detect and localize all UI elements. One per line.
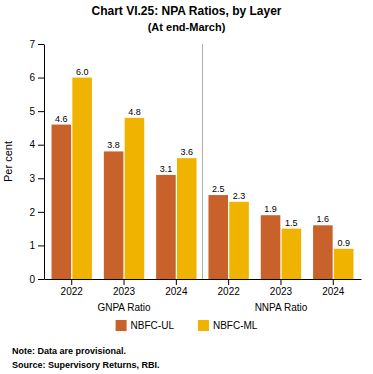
legend-item: NBFC-UL [116,320,175,331]
tick: 1 [29,240,44,251]
group-label: NNPA Ratio [255,302,308,313]
tick-label: 2023 [270,286,293,297]
legend-swatch [198,320,209,331]
data-label: 3.8 [107,140,120,150]
tick: 3 [29,173,44,184]
tick-label: 1 [29,240,35,251]
data-label: 1.5 [285,218,298,228]
note: Note: Data are provisional. [12,346,126,356]
tick-mark [38,178,44,179]
bar [156,175,176,279]
tick-mark [228,279,229,285]
bar [125,118,145,279]
tick-label: 6 [29,72,35,83]
data-label: 3.6 [180,147,193,157]
tick-label: 2022 [218,286,241,297]
tick-mark [38,212,44,213]
bar [208,195,228,279]
axis-line [44,45,45,280]
data-label: 2.3 [233,191,246,201]
legend-item: NBFC-ML [198,320,258,331]
group-label: GNPA Ratio [97,302,151,313]
legend: NBFC-UL NBFC-ML [116,320,258,331]
y-axis-label: Per cent [2,141,14,182]
tick-mark [71,279,72,285]
tick-mark [38,111,44,112]
data-label: 2.5 [212,184,225,194]
tick: 2024 [322,279,345,297]
tick-label: 2024 [165,286,188,297]
data-label: 4.6 [55,114,68,124]
tick: 2022 [61,279,84,297]
tick-mark [38,78,44,79]
tick-label: 3 [29,173,35,184]
tick: 2022 [218,279,241,297]
tick-label: 2023 [113,286,136,297]
tick: 2023 [113,279,136,297]
data-label: 0.9 [337,238,350,248]
legend-swatch [116,320,127,331]
bar [177,158,197,279]
tick-label: 0 [29,274,35,285]
tick-mark [124,279,125,285]
data-label: 1.9 [264,204,277,214]
plot: 2022 2023 2024 2022 2023 2024 0 1 2 3 4 5 6 7 4.6 3.8 3.… [29,39,361,313]
tick: 6 [29,72,44,83]
source: Source: Supervisory Returns, RBI. [12,360,160,370]
tick: 2023 [270,279,293,297]
bar [313,225,333,279]
group-separator [202,44,203,279]
bar [72,78,92,279]
subtitle: (At end-March) [148,21,226,33]
data-label: 1.6 [317,214,330,224]
tick-mark [280,279,281,285]
chart: Chart VI.25: NPA Ratios, by Layer (At end… [0,0,373,374]
bar [104,151,124,279]
tick-label: 5 [29,106,35,117]
tick: 5 [29,106,44,117]
title: Chart VI.25: NPA Ratios, by Layer [91,4,281,18]
legend-label: NBFC-ML [213,320,258,331]
legend-label: NBFC-UL [131,320,175,331]
y-axis: 0 1 2 3 4 5 6 7 [29,39,44,285]
bar [229,202,249,279]
tick-mark [38,145,44,146]
tick-label: 2024 [322,286,345,297]
tick: 2024 [165,279,188,297]
bar [261,215,281,279]
tick-label: 2 [29,207,35,218]
data-label: 4.8 [128,107,141,117]
tick-mark [38,44,44,45]
tick: 2 [29,207,44,218]
tick: 4 [29,139,44,150]
tick-label: 2022 [61,286,84,297]
data-label: 3.1 [160,164,173,174]
axis-line [45,279,362,280]
tick-mark [176,279,177,285]
tick-label: 7 [29,39,35,50]
data-label: 6.0 [76,67,89,77]
tick-mark [333,279,334,285]
x-axis: 2022 2023 2024 2022 2023 2024 [45,279,362,297]
tick: 7 [29,39,44,50]
tick-mark [38,245,44,246]
bar [334,249,354,279]
bar [282,229,302,279]
data-labels: 4.6 3.8 3.1 2.5 1.9 1.6 6.0 4.8 3.6 2.3 1.5 0.9 [55,67,350,248]
tick: 0 [29,274,44,285]
bar [52,125,72,279]
tick-mark [38,279,44,280]
tick-label: 4 [29,139,35,150]
